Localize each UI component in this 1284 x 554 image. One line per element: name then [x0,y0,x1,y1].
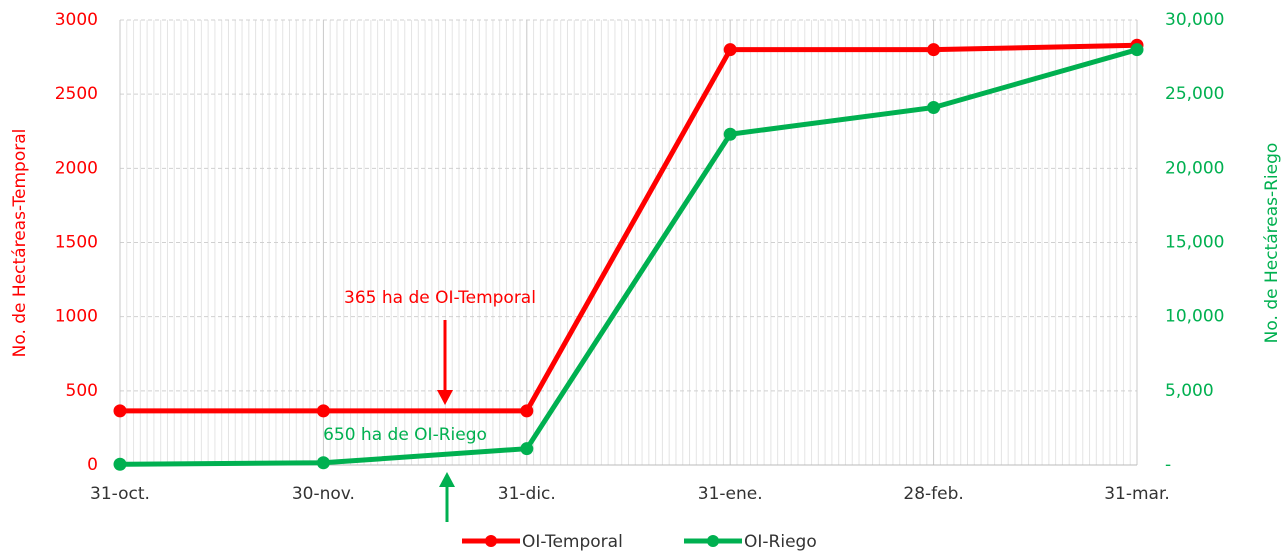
x-tick-label: 31-dic. [498,484,556,504]
y2-tick-label: 10,000 [1165,307,1224,327]
legend-marker [485,535,497,547]
y-tick-label: 1500 [55,233,98,253]
x-tick-label: 30-nov. [292,484,355,504]
x-tick-label: 28-feb. [903,484,963,504]
x-tick-label: 31-oct. [90,484,150,504]
y-tick-label: 2000 [55,158,98,178]
arrowhead [437,390,453,405]
legend-label: OI-Temporal [522,532,623,552]
legend-label: OI-Riego [744,532,817,552]
legend-marker [707,535,719,547]
grid [119,19,1138,466]
series-line [119,47,1138,467]
arrowhead [439,472,455,487]
point [316,456,330,470]
y2-tick-label: 5,000 [1165,381,1214,401]
point [113,404,127,418]
series-line [120,42,1138,414]
point [723,127,737,141]
point [1130,43,1144,57]
x-tick-label: 31-mar. [1104,484,1170,504]
annotation: 650 ha de OI-Riego [323,425,487,445]
point [113,457,127,471]
y-tick-label: 0 [87,455,98,475]
x-tick-label: 31-ene. [698,484,763,504]
y2-tick-label: 25,000 [1165,84,1224,104]
point [520,404,534,418]
y2-tick-label: - [1165,455,1171,475]
y-axis-title: No. de Hectáreas-Temporal [10,129,30,358]
annotation: 365 ha de OI-Temporal [344,288,536,308]
point [723,43,737,57]
y2-tick-label: 15,000 [1165,233,1224,253]
point [927,101,941,115]
y2-tick-label: 30,000 [1165,10,1224,30]
point [520,442,534,456]
y-tick-label: 3000 [55,10,98,30]
y2-tick-label: 20,000 [1165,158,1224,178]
point [927,43,941,57]
point [316,404,330,418]
y-tick-label: 1000 [55,307,98,327]
y-tick-label: 2500 [55,84,98,104]
y2-axis-title: No. de Hectáreas-Riego [1262,143,1282,344]
y-tick-label: 500 [66,381,98,401]
